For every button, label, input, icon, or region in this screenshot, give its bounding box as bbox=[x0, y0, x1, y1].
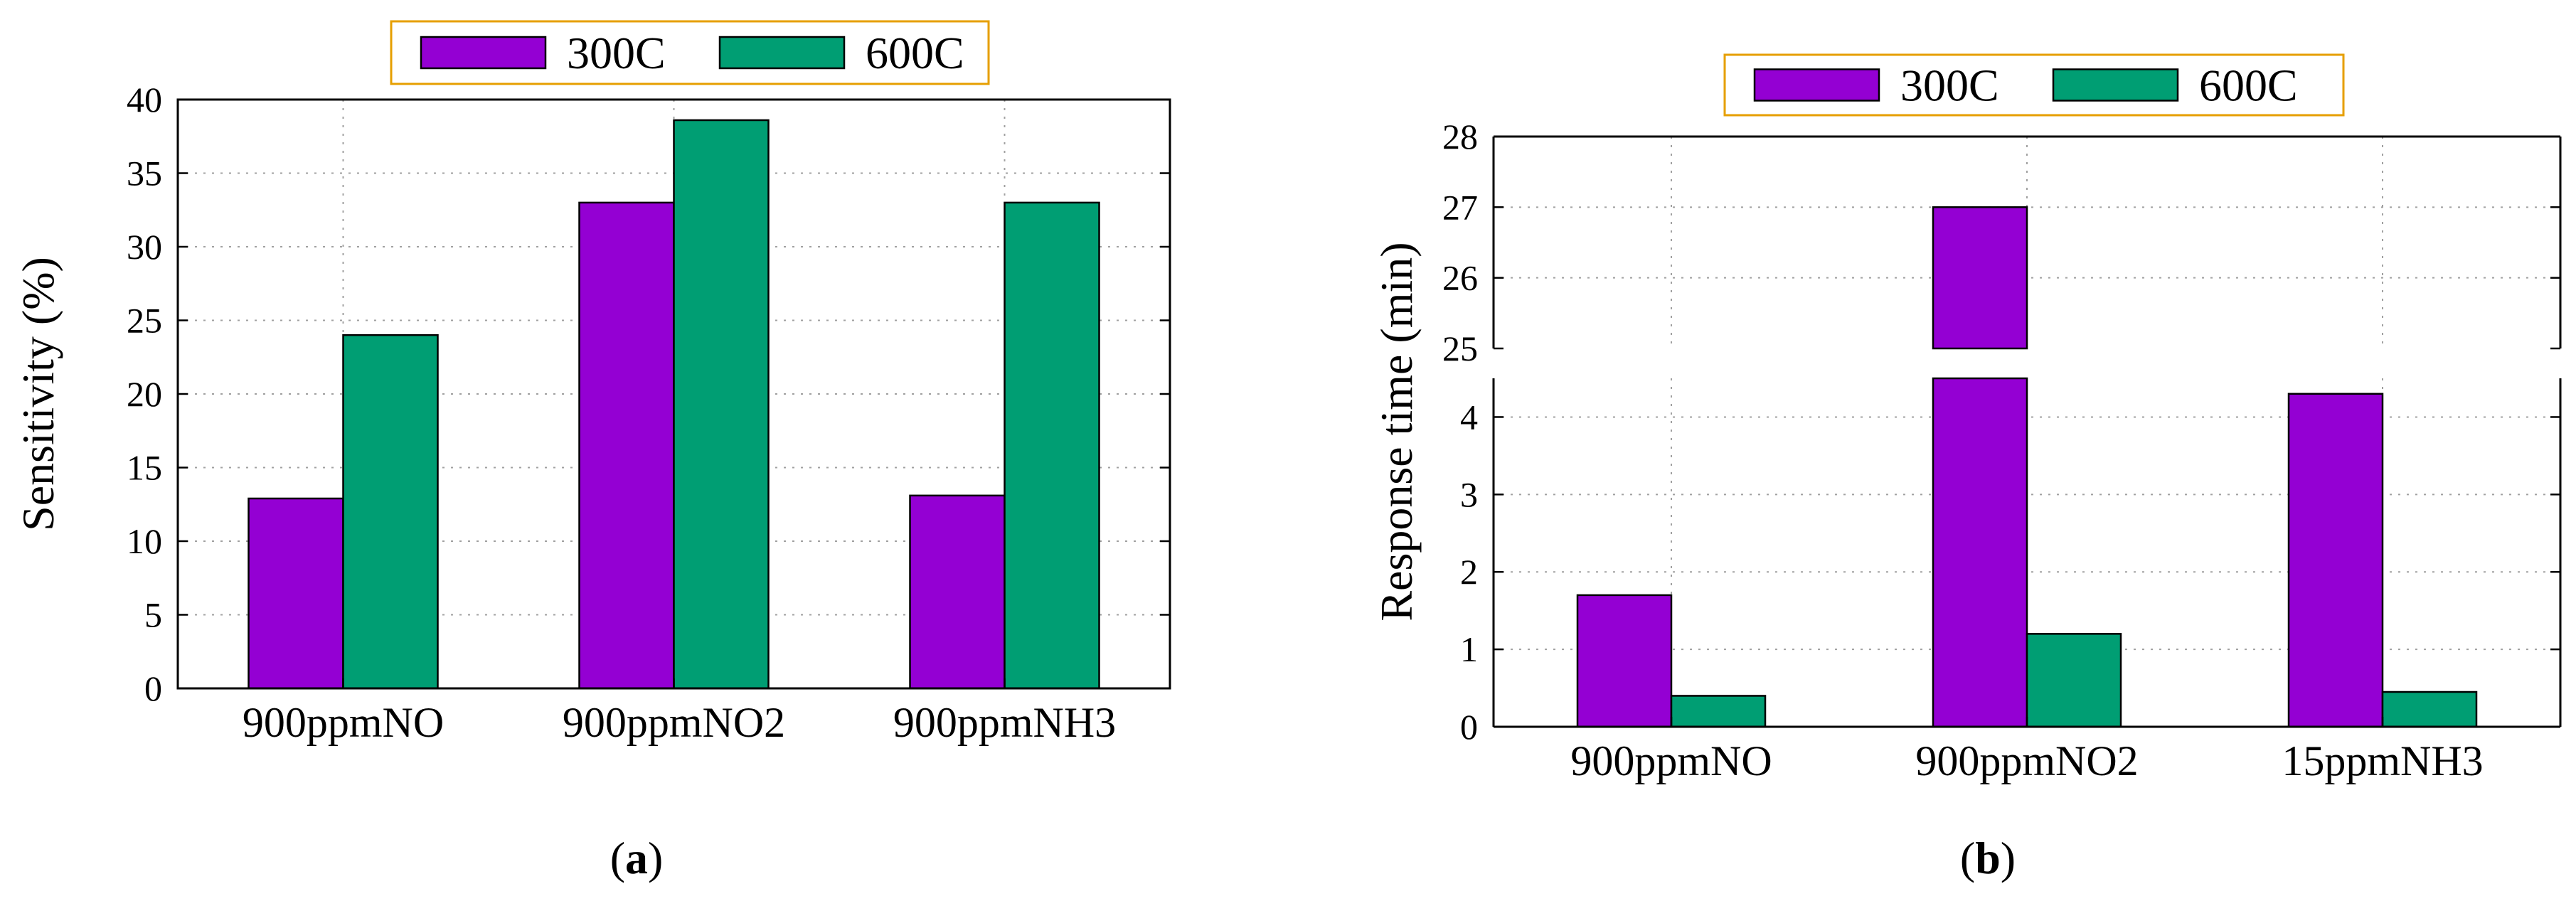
ytick-label-b-upper-25: 25 bbox=[1442, 329, 1478, 368]
xtick-label-a-0: 900ppmNO bbox=[243, 699, 444, 746]
bar-a-300C-900ppmNO bbox=[248, 497, 344, 690]
ytick-label-a-10: 10 bbox=[127, 521, 162, 561]
xtick-label-a-1: 900ppmNO2 bbox=[563, 699, 785, 746]
bar-b-600C-900ppmNO bbox=[1670, 695, 1767, 728]
legend-label-600C: 600C bbox=[866, 28, 964, 78]
bar-b-300C-15ppmNH3 bbox=[2287, 393, 2384, 728]
ytick-label-a-40: 40 bbox=[127, 80, 162, 119]
legend-swatch-300C bbox=[1753, 68, 1880, 102]
bar-b-300C-900ppmNO bbox=[1576, 594, 1673, 728]
ytick-label-a-15: 15 bbox=[127, 448, 162, 488]
ytick-label-a-25: 25 bbox=[127, 301, 162, 341]
ytick-label-b-lower-2: 2 bbox=[1460, 552, 1478, 592]
legend-swatch-600C bbox=[2052, 68, 2179, 102]
xtick-label-b-2: 15ppmNH3 bbox=[2282, 737, 2483, 784]
ytick-label-b-lower-1: 1 bbox=[1460, 629, 1478, 669]
xtick-label-a-2: 900ppmNH3 bbox=[893, 699, 1116, 746]
bar-a-300C-900ppmNO2 bbox=[578, 201, 675, 690]
ytick-label-a-20: 20 bbox=[127, 374, 162, 414]
ytick-label-b-lower-3: 3 bbox=[1460, 474, 1478, 514]
y-axis-label-b: Response time (min) bbox=[1371, 242, 1422, 621]
bar-a-300C-900ppmNH3 bbox=[909, 494, 1006, 690]
ytick-label-b-lower-0: 0 bbox=[1460, 707, 1478, 747]
bar-b-600C-15ppmNH3 bbox=[2381, 691, 2478, 728]
ytick-label-a-0: 0 bbox=[144, 668, 162, 708]
xtick-label-b-0: 900ppmNO bbox=[1570, 737, 1772, 784]
ytick-label-a-5: 5 bbox=[144, 595, 162, 635]
y-axis-label-a: Sensitivity (%) bbox=[13, 257, 63, 531]
bar-a-600C-900ppmNO bbox=[342, 334, 439, 690]
ytick-label-b-upper-28: 28 bbox=[1442, 117, 1478, 156]
bar-a-600C-900ppmNH3 bbox=[1004, 201, 1100, 690]
legend-label-600C: 600C bbox=[2199, 60, 2298, 111]
panel-label-a: (a) bbox=[610, 833, 664, 883]
ytick-label-a-35: 35 bbox=[127, 154, 162, 193]
ytick-label-b-lower-4: 4 bbox=[1460, 397, 1478, 437]
ytick-label-b-upper-26: 26 bbox=[1442, 258, 1478, 298]
bar-b-300C-900ppmNO2-lower bbox=[1932, 377, 2028, 728]
bar-b-300C-900ppmNO2-upper bbox=[1932, 206, 2028, 350]
legend-label-300C: 300C bbox=[1900, 60, 1999, 111]
xtick-label-b-1: 900ppmNO2 bbox=[1915, 737, 2138, 784]
legend-swatch-600C bbox=[718, 36, 846, 70]
legend-label-300C: 300C bbox=[567, 28, 666, 78]
ytick-label-b-upper-27: 27 bbox=[1442, 187, 1478, 227]
panel-label-b: (b) bbox=[1960, 833, 2016, 883]
ytick-label-a-30: 30 bbox=[127, 227, 162, 267]
bar-b-600C-900ppmNO2 bbox=[2026, 633, 2122, 728]
legend-swatch-300C bbox=[420, 36, 547, 70]
bar-a-600C-900ppmNO2 bbox=[673, 119, 770, 690]
